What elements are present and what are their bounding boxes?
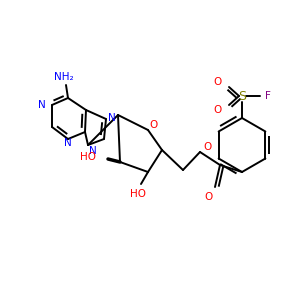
Text: N: N [89,146,97,156]
Text: N: N [108,113,116,123]
Text: O: O [205,192,213,202]
Text: O: O [203,142,211,152]
Text: O: O [149,120,157,130]
Text: N: N [38,100,46,110]
Text: HO: HO [80,152,96,162]
Text: O: O [214,77,222,87]
Text: N: N [64,138,72,148]
Text: NH₂: NH₂ [54,72,74,82]
Text: O: O [214,105,222,115]
Text: S: S [238,89,246,103]
Text: HO: HO [130,189,146,199]
Text: F: F [265,91,271,101]
